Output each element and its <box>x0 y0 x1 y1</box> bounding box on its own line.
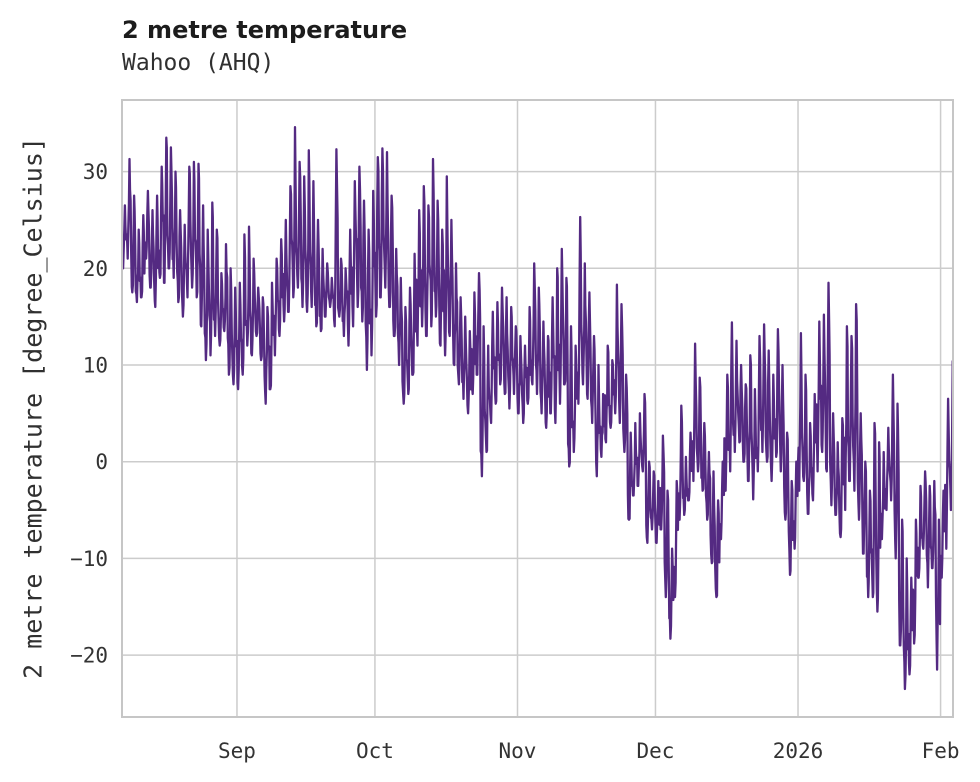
x-tick-label: Oct <box>356 739 394 763</box>
x-tick-label: 2026 <box>773 739 824 763</box>
x-tick-label: Sep <box>218 739 256 763</box>
x-tick-label: Dec <box>636 739 674 763</box>
plot-border <box>121 99 954 718</box>
y-tick-label: −20 <box>70 644 108 668</box>
page-title: 2 metre temperature <box>122 16 408 44</box>
y-tick-label: 20 <box>83 257 108 281</box>
x-tick-label: Nov <box>499 739 537 763</box>
x-tick-label: Feb <box>922 739 960 763</box>
y-tick-label: −10 <box>70 547 108 571</box>
y-tick-label: 0 <box>95 450 108 474</box>
temperature-series-line <box>122 125 953 691</box>
y-tick-label: 10 <box>83 354 108 378</box>
y-tick-label: 30 <box>83 160 108 184</box>
y-axis-label: 2 metre temperature [degree_Celsius] <box>18 137 48 679</box>
chart-subtitle: Wahoo (AHQ) <box>122 50 275 76</box>
